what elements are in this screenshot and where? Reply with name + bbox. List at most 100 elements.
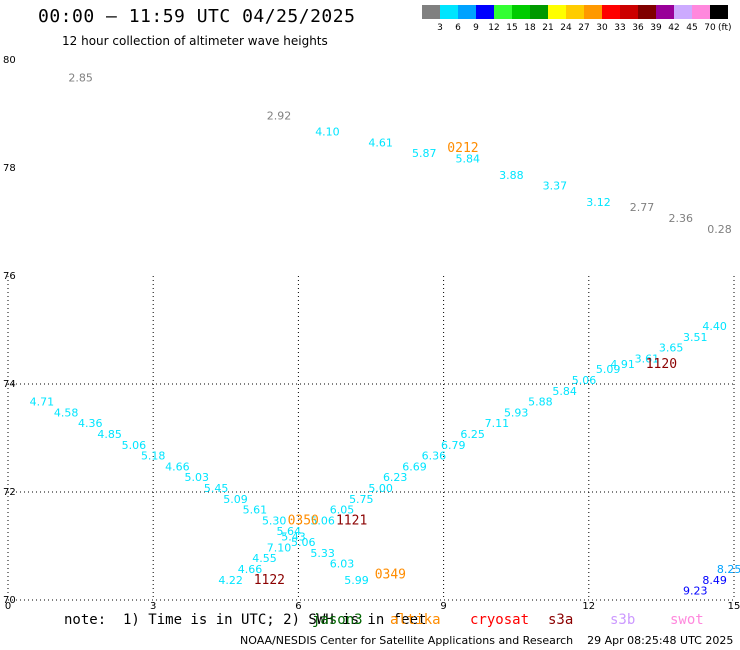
colorbar-swatch xyxy=(620,5,638,19)
colorbar-swatch xyxy=(422,5,440,19)
satellite-legend: jason3 altika cryosat s3a s3b swot xyxy=(0,612,740,630)
swh-value-label: 5.03 xyxy=(185,471,210,484)
swh-value-label: 4.71 xyxy=(30,396,55,409)
swh-value-label: 7.10 xyxy=(267,541,292,554)
colorbar-swatch xyxy=(710,5,728,19)
legend-jason3: jason3 xyxy=(312,612,363,628)
swh-value-label: 6.69 xyxy=(402,460,427,473)
colorbar-swatch xyxy=(476,5,494,19)
swh-value-label: 4.85 xyxy=(97,428,122,441)
units-note: note: 1) Time is in UTC; 2) SWH is in fe… xyxy=(64,612,427,628)
colorbar-label: 36 xyxy=(632,23,644,33)
pass-time-label: 1120 xyxy=(646,357,677,372)
y-tick-label: 74 xyxy=(3,379,16,390)
colorbar-label: 30 xyxy=(596,23,608,33)
swh-value-label: 4.61 xyxy=(368,136,393,149)
swh-value-label: 4.40 xyxy=(702,320,727,333)
legend-s3b: s3b xyxy=(610,612,636,628)
colorbar-label: 9 xyxy=(473,23,479,33)
swh-value-label: 5.93 xyxy=(504,406,529,419)
colorbar-label: 45 xyxy=(686,23,698,33)
legend-s3a: s3a xyxy=(548,612,574,628)
swh-value-label: 5.18 xyxy=(141,450,166,463)
colorbar-swatch xyxy=(458,5,476,19)
swh-value-label: 5.88 xyxy=(528,396,553,409)
chart-subtitle: 12 hour collection of altimeter wave hei… xyxy=(62,34,328,48)
colorbar-label: 42 xyxy=(668,23,680,33)
swh-value-label: 4.58 xyxy=(54,406,79,419)
colorbar-label: 3 xyxy=(437,23,443,33)
colorbar-swatch xyxy=(548,5,566,19)
colorbar-swatch xyxy=(566,5,584,19)
swh-value-label: 6.05 xyxy=(330,504,355,517)
swh-value-label: 6.03 xyxy=(330,558,355,571)
colorbar-label: 39 xyxy=(650,23,662,33)
swh-value-label: 7.11 xyxy=(485,417,510,430)
swh-value-label: 6.23 xyxy=(383,471,408,484)
swh-value-label: 4.55 xyxy=(252,552,277,565)
swh-value-label: 5.09 xyxy=(223,493,248,506)
colorbar-label: 18 xyxy=(524,23,536,33)
colorbar-swatch xyxy=(692,5,710,19)
swh-value-label: 5.06 xyxy=(122,439,147,452)
swh-value-label: 5.06 xyxy=(572,374,597,387)
swh-value-label: 4.66 xyxy=(165,460,190,473)
pass-time-label: 1122 xyxy=(254,573,285,588)
swh-value-label: 4.10 xyxy=(315,126,340,139)
y-tick-label: 80 xyxy=(3,55,16,66)
colorbar-label: 21 xyxy=(542,23,554,33)
swh-value-label: 5.75 xyxy=(349,493,374,506)
y-tick-label: 72 xyxy=(3,487,16,498)
colorbar-label: 12 xyxy=(488,23,500,33)
swh-value-label: 5.45 xyxy=(204,482,229,495)
colorbar-swatch xyxy=(602,5,620,19)
swh-value-label: 0.28 xyxy=(707,223,732,236)
swh-value-label: 3.65 xyxy=(659,342,684,355)
x-tick-label: 0 xyxy=(5,601,11,612)
swh-value-label: 5.99 xyxy=(344,574,369,587)
swh-value-label: 5.09 xyxy=(596,363,621,376)
swh-value-label: 6.79 xyxy=(441,439,466,452)
colorbar-unit: (ft) xyxy=(718,23,732,33)
swh-value-label: 3.37 xyxy=(543,180,568,193)
swh-value-label: 8.49 xyxy=(702,574,727,587)
pass-time-label: 0349 xyxy=(375,567,406,582)
x-tick-label: 3 xyxy=(150,601,156,612)
pass-time-label: 1121 xyxy=(336,513,367,528)
swh-value-label: 5.64 xyxy=(276,525,301,538)
colorbar-swatch xyxy=(638,5,656,19)
colorbar-swatch xyxy=(584,5,602,19)
y-tick-label: 78 xyxy=(3,163,16,174)
swh-value-label: 3.61 xyxy=(635,352,660,365)
swh-value-label: 6.36 xyxy=(422,450,447,463)
x-tick-label: 9 xyxy=(440,601,446,612)
colorbar-label: 70 xyxy=(704,23,716,33)
swh-value-label: 5.84 xyxy=(456,153,481,166)
credit-footer: NOAA/NESDIS Center for Satellite Applica… xyxy=(240,634,734,647)
colorbar-label: 27 xyxy=(578,23,590,33)
x-tick-label: 12 xyxy=(582,601,595,612)
swh-value-label: 5.33 xyxy=(310,547,335,560)
swh-value-label: 5.00 xyxy=(368,482,393,495)
legend-swot: swot xyxy=(670,612,704,628)
swh-value-label: 2.36 xyxy=(669,212,694,225)
swh-value-label: 5.87 xyxy=(412,147,437,160)
swh-value-label: 3.88 xyxy=(499,169,524,182)
colorbar-swatch xyxy=(656,5,674,19)
swh-value-label: 5.30 xyxy=(262,514,287,527)
colorbar-label: 24 xyxy=(560,23,572,33)
colorbar-label: 6 xyxy=(455,23,461,33)
swh-value-label: 8.25 xyxy=(717,563,740,576)
swh-value-label: 5.61 xyxy=(243,504,268,517)
swh-value-label: 4.36 xyxy=(78,417,103,430)
colorbar-swatch xyxy=(440,5,458,19)
swh-value-label: 5.06 xyxy=(291,536,316,549)
x-tick-label: 15 xyxy=(728,601,740,612)
chart-title: 00:00 – 11:59 UTC 04/25/2025 xyxy=(38,6,356,27)
swh-value-label: 3.12 xyxy=(586,196,611,209)
legend-cryosat: cryosat xyxy=(470,612,530,628)
colorbar-swatch xyxy=(530,5,548,19)
swh-value-label: 5.84 xyxy=(552,385,577,398)
swh-value-label: 5.06 xyxy=(310,514,335,527)
